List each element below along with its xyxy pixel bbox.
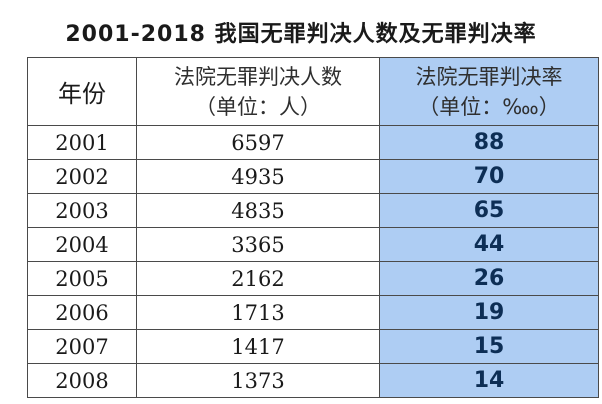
cell-year: 2005: [27, 261, 137, 296]
cell-rate: 65: [379, 193, 599, 228]
table-row: 2006 1713 19: [27, 295, 599, 330]
header-rate-line1: 法院无罪判决率: [415, 64, 563, 89]
cell-year: 2008: [27, 363, 137, 398]
cell-rate: 88: [379, 125, 599, 160]
acquittal-table: 年份 法院无罪判决人数 （单位：人） 法院无罪判决率 （单位：‱） 2001 6…: [27, 57, 599, 398]
header-year: 年份: [27, 57, 137, 126]
cell-rate: 14: [379, 363, 599, 398]
cell-count: 3365: [136, 227, 380, 262]
table-row: 2005 2162 26: [27, 261, 599, 296]
cell-rate: 15: [379, 329, 599, 364]
cell-rate: 19: [379, 295, 599, 330]
cell-count: 1373: [136, 363, 380, 398]
table-title: 2001-2018 我国无罪判决人数及无罪判决率: [65, 22, 537, 47]
table-row: 2007 1417 15: [27, 329, 599, 364]
cell-count: 2162: [136, 261, 380, 296]
cell-year: 2004: [27, 227, 137, 262]
table-row: 2004 3365 44: [27, 227, 599, 262]
table-row: 2003 4835 65: [27, 193, 599, 228]
cell-count: 6597: [136, 125, 380, 160]
header-count-line2: （单位：人）: [195, 94, 321, 119]
header-row: 年份 法院无罪判决人数 （单位：人） 法院无罪判决率 （单位：‱）: [27, 57, 599, 126]
cell-count: 4935: [136, 159, 380, 194]
table-row: 2001 6597 88: [27, 125, 599, 160]
cell-count: 4835: [136, 193, 380, 228]
header-rate-line2: （单位：‱）: [418, 94, 560, 119]
header-rate: 法院无罪判决率 （单位：‱）: [379, 57, 599, 126]
cell-rate: 26: [379, 261, 599, 296]
cell-year: 2002: [27, 159, 137, 194]
cell-year: 2003: [27, 193, 137, 228]
table-row: 2008 1373 14: [27, 363, 599, 398]
cell-year: 2007: [27, 329, 137, 364]
cell-year: 2006: [27, 295, 137, 330]
cell-rate: 70: [379, 159, 599, 194]
header-count: 法院无罪判决人数 （单位：人）: [136, 57, 380, 126]
cell-count: 1713: [136, 295, 380, 330]
table-row: 2002 4935 70: [27, 159, 599, 194]
cell-year: 2001: [27, 125, 137, 160]
header-count-line1: 法院无罪判决人数: [174, 64, 342, 89]
cell-count: 1417: [136, 329, 380, 364]
cell-rate: 44: [379, 227, 599, 262]
